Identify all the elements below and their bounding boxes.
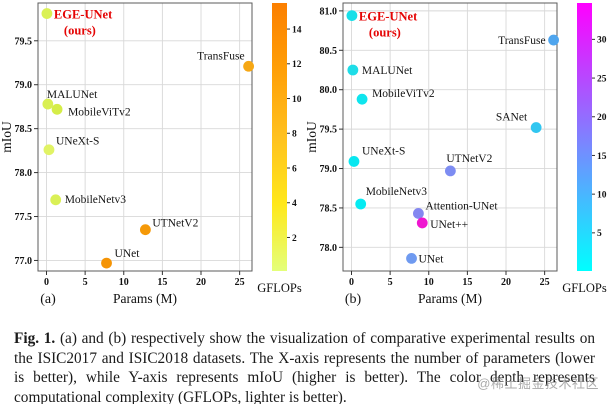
figure-caption: Fig. 1. (a) and (b) respectively show th…: [14, 329, 595, 404]
y-tick-label: 79.5: [320, 125, 338, 136]
y-tick-label: 78.0: [15, 168, 33, 179]
colorbar-tick-label: 10: [597, 190, 607, 200]
plot-border: [37, 2, 253, 272]
x-tick-label: 5: [83, 277, 88, 288]
y-axis-label: mIoU: [0, 121, 14, 153]
data-point-unext-s: [43, 144, 55, 156]
colorbar-label: GFLOPs: [257, 281, 302, 295]
point-label2-ege-unet: (ours): [369, 26, 401, 40]
y-tick-label: 79.0: [15, 80, 33, 91]
caption-label: Fig. 1.: [14, 330, 56, 347]
point-label-utnetv2: UTNetV2: [152, 218, 198, 230]
colorbar-tick-label: 25: [597, 74, 607, 84]
x-tick-label: 15: [157, 277, 167, 288]
point-label-unet: UNet: [115, 248, 141, 260]
point-label2-ege-unet: (ours): [64, 24, 96, 38]
point-label-mobilenetv3: MobileNetv3: [366, 186, 428, 198]
scatter-plot-isic2018: 0 5 10 15 20 25 78.0 78.5 79.0 79.5 80.0 80.5 81.0 Pa…: [305, 2, 607, 307]
y-tick-label: 79.0: [320, 164, 338, 175]
data-point-ege-unet: [41, 8, 53, 19]
y-tick-label: 81.0: [320, 6, 338, 17]
y-axis-label: mIoU: [305, 121, 319, 153]
subplot-label: (b): [345, 292, 362, 307]
colorbar-tick-label: 12: [292, 60, 302, 70]
data-point-malunet: [42, 98, 54, 110]
data-point-transfuse: [548, 34, 560, 46]
colorbar-tick-label: 8: [292, 130, 297, 140]
data-point-transfuse: [243, 60, 255, 72]
x-tick-label: 25: [235, 277, 245, 288]
x-tick-label: 25: [540, 277, 550, 288]
x-tick-label: 10: [119, 277, 129, 288]
point-label-transfuse: TransFuse: [498, 35, 546, 47]
subplot-label: (a): [40, 292, 56, 307]
point-label-malunet: MALUNet: [47, 89, 98, 101]
colorbar-tick-label: 15: [597, 152, 607, 162]
data-point-utnetv2: [139, 224, 151, 236]
colorbar-tick-label: 2: [292, 234, 297, 244]
point-label-mobilenetv3: MobileNetv3: [65, 194, 127, 206]
x-axis-label: Params (M): [418, 291, 482, 306]
data-point-unet-: [416, 217, 428, 229]
x-tick-label: 5: [388, 277, 393, 288]
point-label-malunet: MALUNet: [362, 65, 413, 77]
colorbar-tick-label: 10: [292, 95, 302, 105]
point-label-unext-s: UNeXt-S: [362, 145, 405, 157]
colorbar: [272, 3, 287, 271]
data-point-mobilenetv3: [355, 198, 367, 210]
colorbar-label: GFLOPs: [562, 281, 607, 295]
point-label-utnetv2: UTNetV2: [446, 153, 492, 165]
colorbar: [577, 3, 592, 271]
y-tick-label: 78.0: [320, 243, 338, 254]
point-label-ege-unet: EGE-UNet: [359, 10, 418, 24]
y-tick-label: 78.5: [320, 203, 338, 214]
y-tick-label: 77.0: [15, 256, 33, 267]
data-point-malunet: [347, 64, 359, 76]
watermark: @稀土掘金技术社区: [477, 376, 599, 391]
x-tick-label: 15: [462, 277, 472, 288]
colorbar-tick-label: 4: [292, 199, 297, 209]
point-label-attention-unet: Attention-UNet: [425, 200, 498, 212]
x-tick-label: 10: [424, 277, 434, 288]
colorbar-tick-label: 30: [597, 36, 607, 46]
data-point-unet: [101, 257, 112, 269]
point-label-unext-s: UNeXt-S: [56, 136, 99, 148]
x-tick-label: 20: [196, 277, 206, 288]
x-tick-label: 0: [349, 277, 354, 288]
plot-border: [342, 2, 558, 272]
point-label-unet-: UNet++: [430, 219, 468, 231]
scatter-plot-isic2017: 0 5 10 15 20 25 77.0 77.5 78.0 78.5 79.0 79.5 Params…: [0, 2, 302, 307]
point-label-sanet: SANet: [496, 112, 528, 124]
data-point-mobilenetv3: [50, 194, 62, 206]
colorbar-tick-label: 20: [597, 113, 607, 123]
data-point-unext-s: [348, 156, 360, 167]
y-tick-label: 80.5: [320, 46, 338, 57]
point-label-transfuse: TransFuse: [197, 50, 245, 62]
y-tick-label: 80.0: [320, 85, 338, 96]
data-point-attention-unet: [413, 208, 424, 219]
point-label-mobilevitv2: MobileViTv2: [372, 88, 435, 100]
colorbar-tick-label: 6: [292, 164, 297, 174]
caption-text: (a) and (b) respectively show the visual…: [14, 330, 595, 404]
y-tick-label: 78.5: [15, 124, 33, 135]
figure-1: 0 5 10 15 20 25 77.0 77.5 78.0 78.5 79.0 79.5 Params…: [0, 2, 607, 307]
x-axis-label: Params (M): [113, 291, 177, 306]
data-point-unet: [406, 252, 417, 264]
colorbar-tick-label: 5: [597, 229, 602, 239]
data-point-mobilevitv2: [356, 93, 368, 105]
data-point-mobilevitv2: [51, 103, 63, 115]
point-label-unet: UNet: [419, 253, 445, 265]
point-label-mobilevitv2: MobileViTv2: [68, 106, 131, 118]
colorbar-tick-label: 14: [292, 25, 302, 35]
point-label-ege-unet: EGE-UNet: [54, 8, 113, 22]
x-tick-label: 0: [44, 277, 49, 288]
data-point-sanet: [530, 122, 542, 133]
data-point-utnetv2: [444, 165, 456, 177]
data-point-ege-unet: [346, 10, 358, 22]
y-tick-label: 77.5: [15, 212, 33, 223]
y-tick-label: 79.5: [15, 36, 33, 47]
x-tick-label: 20: [501, 277, 511, 288]
